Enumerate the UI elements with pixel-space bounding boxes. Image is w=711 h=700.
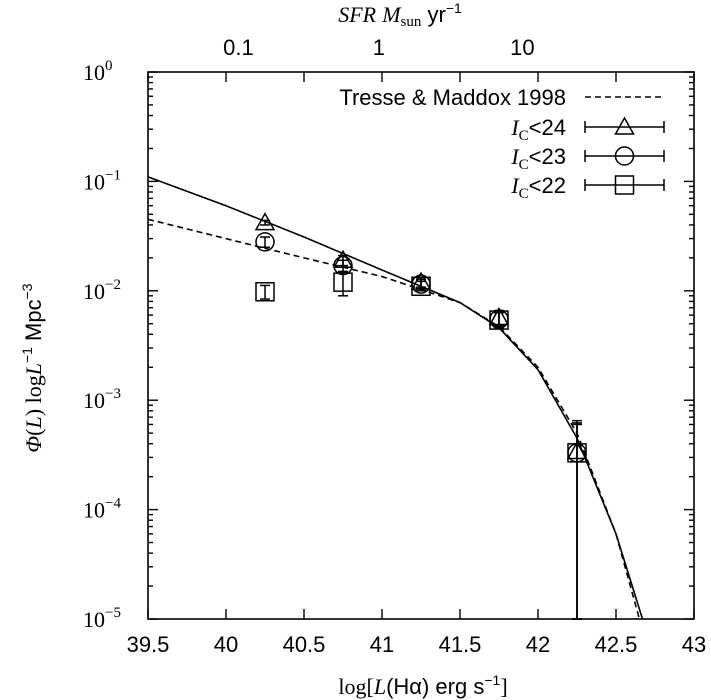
square-marker bbox=[489, 310, 509, 330]
legend-circle-marker bbox=[614, 146, 635, 166]
y-tick-label: 10−5 bbox=[83, 605, 121, 632]
y-tick-label: 10−4 bbox=[83, 496, 121, 523]
legend-label: Tresse & Maddox 1998 bbox=[339, 85, 566, 110]
top-tick-label: 10 bbox=[510, 35, 534, 60]
x-tick-label: 42.5 bbox=[595, 632, 638, 657]
x-tick-label: 39.5 bbox=[127, 632, 170, 657]
square-marker bbox=[333, 272, 353, 292]
x-tick-label: 40.5 bbox=[283, 632, 326, 657]
y-tick-label: 10−2 bbox=[83, 277, 121, 304]
legend-triangle-marker bbox=[614, 116, 635, 135]
tresse-maddox-fit-curve bbox=[147, 218, 641, 620]
x-tick-label: 40 bbox=[214, 632, 238, 657]
data-points bbox=[254, 212, 588, 620]
legend-label: IC<22 bbox=[510, 173, 566, 202]
square-marker bbox=[567, 443, 587, 463]
top-tick-label: 1 bbox=[373, 35, 385, 60]
y-tick-label: 100 bbox=[83, 58, 113, 85]
legend-square-marker bbox=[614, 175, 635, 195]
fit-curves bbox=[147, 176, 644, 620]
top-ticks: 0.1 1 10 bbox=[223, 35, 534, 60]
square-marker bbox=[411, 276, 431, 297]
top-axis-label: SFR Msun yr−1 bbox=[338, 0, 462, 30]
x-ticks: 39.5 40 40.5 41 41.5 42 42.5 43 bbox=[127, 72, 706, 657]
x-tick-label: 42 bbox=[526, 632, 550, 657]
circle-marker bbox=[255, 232, 275, 252]
x-tick-label: 41.5 bbox=[439, 632, 482, 657]
triangle-marker bbox=[254, 212, 276, 231]
square-marker bbox=[255, 282, 275, 302]
y-axis-label: Φ(L) logL−1 Mpc−3 bbox=[19, 283, 46, 452]
legend-label: IC<24 bbox=[510, 115, 566, 144]
legend-label: IC<23 bbox=[510, 144, 566, 173]
plot-frame bbox=[147, 71, 695, 620]
x-tick-label: 41 bbox=[370, 632, 394, 657]
x-tick-label: 43 bbox=[682, 632, 706, 657]
y-tick-label: 10−3 bbox=[83, 386, 121, 413]
top-tick-label: 0.1 bbox=[223, 35, 254, 60]
y-tick-label: 10−1 bbox=[83, 167, 121, 194]
fit-curve-solid bbox=[147, 176, 644, 620]
y-ticks: 100 10−1 10−2 10−3 10−4 10−5 bbox=[83, 58, 694, 632]
x-axis-label: log[L(Hα) erg s−1] bbox=[338, 672, 507, 699]
